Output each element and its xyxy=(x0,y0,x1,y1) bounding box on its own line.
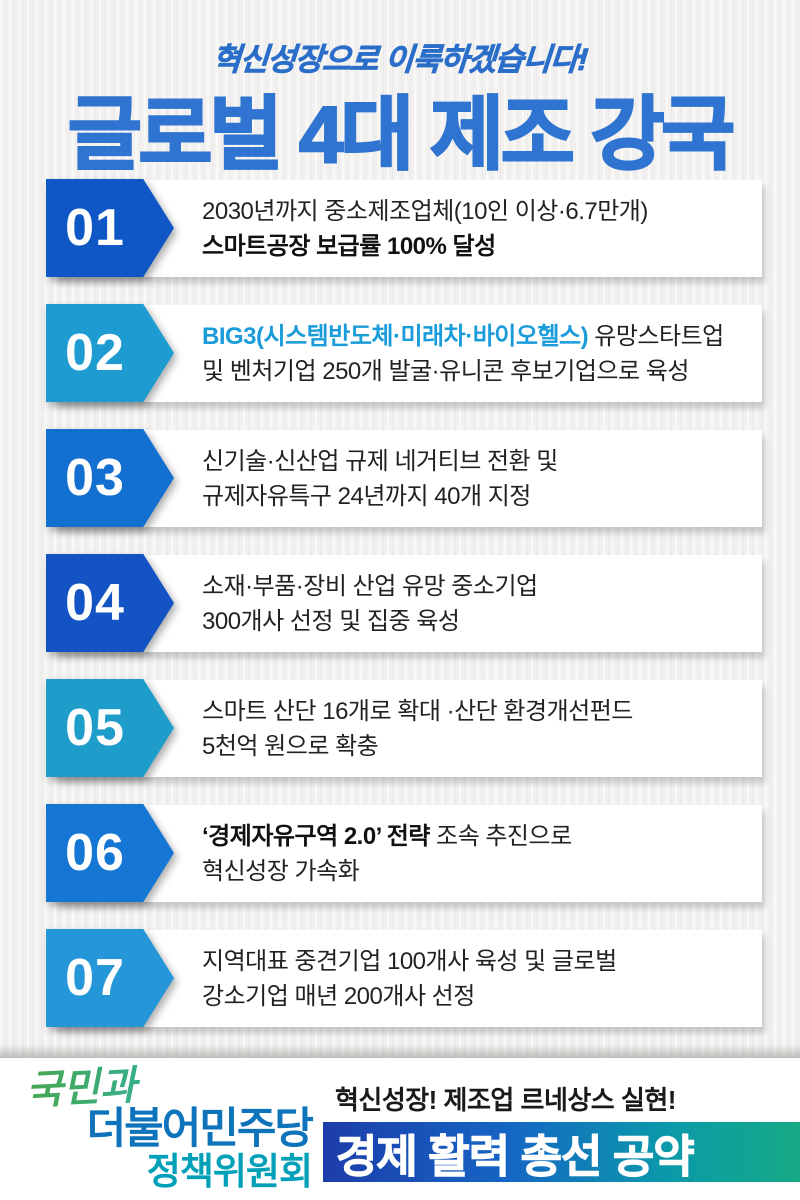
item-line: 규제자유특구 24년까지 40개 지정 xyxy=(202,479,756,514)
item-number: 02 xyxy=(65,324,125,382)
text-segment: 300개사 선정 및 집중 육성 xyxy=(202,608,460,635)
text-segment: 신기술·신산업 규제 네거티브 전환 및 xyxy=(202,448,558,475)
item-line: 지역대표 중견기업 100개사 육성 및 글로벌 xyxy=(202,944,756,979)
item-line: 및 벤처기업 250개 발굴·유니콘 후보기업으로 육성 xyxy=(202,354,756,389)
text-segment: 유망스타트업 xyxy=(588,323,724,350)
item-line: 2030년까지 중소제조업체(10인 이상·6.7만개) xyxy=(202,194,756,229)
item-number: 05 xyxy=(65,699,125,757)
item-line: 혁신성장 가속화 xyxy=(202,854,756,889)
text-segment: 스마트 산단 16개로 확대 ·산단 환경개선펀드 xyxy=(202,698,633,725)
arrow-badge-shape: 01 xyxy=(46,179,174,277)
policy-item-row: 스마트 산단 16개로 확대 ·산단 환경개선펀드 5천억 원으로 확충 05 xyxy=(46,679,762,777)
text-segment: 지역대표 중견기업 100개사 육성 및 글로벌 xyxy=(202,948,617,975)
party-logo: 국민과 더불어민주당 정책위원회 xyxy=(20,1062,314,1192)
item-number-badge: 04 xyxy=(46,554,174,652)
page-title: 글로벌 4대 제조 강국 xyxy=(67,89,736,180)
arrow-badge-shape: 05 xyxy=(46,679,174,777)
item-text: 소재·부품·장비 산업 유망 중소기업 300개사 선정 및 집중 육성 xyxy=(202,555,756,652)
policy-item-row: 소재·부품·장비 산업 유망 중소기업 300개사 선정 및 집중 육성 04 xyxy=(46,554,762,652)
arrow-badge-shape: 02 xyxy=(46,304,174,402)
arrow-badge-shape: 04 xyxy=(46,554,174,652)
item-text: 2030년까지 중소제조업체(10인 이상·6.7만개) 스마트공장 보급률 10… xyxy=(202,180,756,277)
item-number-badge: 05 xyxy=(46,679,174,777)
footer-slogan: 혁신성장! 제조업 르네상스 실현! xyxy=(335,1085,676,1115)
item-number: 03 xyxy=(65,449,125,507)
banner-text: 경제 활력 총선 공약 xyxy=(336,1130,696,1182)
text-segment: 조속 추진으로 xyxy=(429,823,572,850)
item-line: 신기술·신산업 규제 네거티브 전환 및 xyxy=(202,444,756,479)
item-number: 06 xyxy=(65,824,125,882)
text-segment: ‘경제자유구역 2.0’ 전략 xyxy=(202,823,430,850)
policy-item-row: 2030년까지 중소제조업체(10인 이상·6.7만개) 스마트공장 보급률 10… xyxy=(46,179,762,277)
text-segment: 소재·부품·장비 산업 유망 중소기업 xyxy=(202,573,538,600)
logo-party-name: 더불어민주당 xyxy=(86,1105,314,1153)
item-line: 스마트 산단 16개로 확대 ·산단 환경개선펀드 xyxy=(202,694,756,729)
election-pledge-banner: 경제 활력 총선 공약 xyxy=(323,1122,800,1182)
policy-item-row: 신기술·신산업 규제 네거티브 전환 및 규제자유특구 24년까지 40개 지정 … xyxy=(46,429,762,527)
footer-shadow-divider xyxy=(0,1044,800,1058)
item-number: 01 xyxy=(65,199,125,257)
item-number-badge: 03 xyxy=(46,429,174,527)
item-text: 스마트 산단 16개로 확대 ·산단 환경개선펀드 5천억 원으로 확충 xyxy=(202,680,756,777)
item-line: 강소기업 매년 200개사 선정 xyxy=(202,979,756,1014)
arrow-badge-shape: 03 xyxy=(46,429,174,527)
footer-right-block: 혁신성장! 제조업 르네상스 실현! 경제 활력 총선 공약 xyxy=(323,1058,800,1200)
item-line: 300개사 선정 및 집중 육성 xyxy=(202,604,756,639)
arrow-badge-shape: 06 xyxy=(46,804,174,902)
arrow-badge-shape: 07 xyxy=(46,929,174,1027)
item-line: 스마트공장 보급률 100% 달성 xyxy=(202,229,756,264)
text-segment: 규제자유특구 24년까지 40개 지정 xyxy=(202,483,531,510)
text-segment: 및 벤처기업 250개 발굴·유니콘 후보기업으로 육성 xyxy=(202,358,689,385)
item-number: 07 xyxy=(65,949,125,1007)
logo-committee-name: 정책위원회 xyxy=(146,1151,313,1192)
item-line: 5천억 원으로 확충 xyxy=(202,729,756,764)
text-segment: 강소기업 매년 200개사 선정 xyxy=(202,983,475,1010)
item-number-badge: 06 xyxy=(46,804,174,902)
text-segment: BIG3(시스템반도체·미래차·바이오헬스) xyxy=(202,323,589,350)
item-line: BIG3(시스템반도체·미래차·바이오헬스) 유망스타트업 xyxy=(202,319,756,354)
item-number-badge: 01 xyxy=(46,179,174,277)
item-line: 소재·부품·장비 산업 유망 중소기업 xyxy=(202,569,756,604)
item-number: 04 xyxy=(65,574,125,632)
footer: 국민과 더불어민주당 정책위원회 혁신성장! 제조업 르네상스 실현! 경제 활… xyxy=(0,1058,800,1200)
item-number-badge: 07 xyxy=(46,929,174,1027)
policy-item-card: 스마트 산단 16개로 확대 ·산단 환경개선펀드 5천억 원으로 확충 xyxy=(56,680,762,777)
text-segment: 스마트공장 보급률 100% 달성 xyxy=(202,233,496,260)
item-number-badge: 02 xyxy=(46,304,174,402)
text-segment: 5천억 원으로 확충 xyxy=(202,733,379,760)
text-segment: 2030년까지 중소제조업체(10인 이상·6.7만개) xyxy=(202,198,648,225)
item-line: ‘경제자유구역 2.0’ 전략 조속 추진으로 xyxy=(202,819,756,854)
text-segment: 혁신성장 가속화 xyxy=(202,858,360,885)
